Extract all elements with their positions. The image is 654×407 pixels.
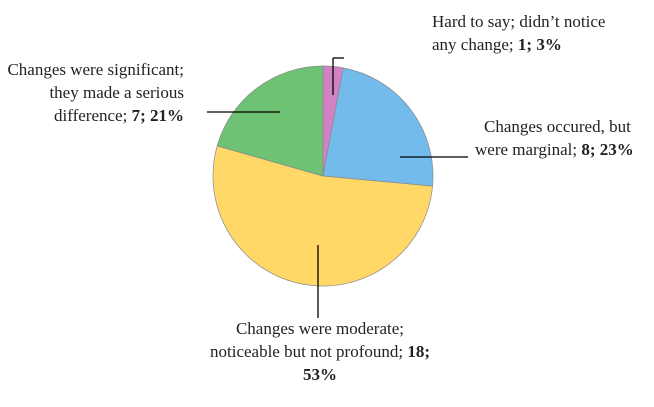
slice-label: Changes occured, but were marginal; 8; 2… <box>475 115 647 161</box>
value-label: 7; 21% <box>131 106 184 125</box>
slice-label: Changes were moderate; noticeable but no… <box>210 317 430 386</box>
category-label: Hard to say; didn’t notice any change; <box>432 12 606 54</box>
value-label: 1; 3% <box>517 35 562 54</box>
category-label: Changes occured, but were marginal; <box>475 117 631 159</box>
pie-slice <box>216 65 324 177</box>
category-label: Changes were moderate; noticeable but no… <box>210 319 405 361</box>
slices <box>212 65 434 287</box>
category-label: Changes were significant; they made a se… <box>7 60 184 125</box>
slice-label: Changes were significant; they made a se… <box>0 58 184 127</box>
pie-slice <box>212 145 433 287</box>
value-label: 8; 23% <box>581 140 634 159</box>
slice-label: Hard to say; didn’t notice any change; 1… <box>432 10 607 56</box>
value-label: 18; 53% <box>303 342 431 384</box>
